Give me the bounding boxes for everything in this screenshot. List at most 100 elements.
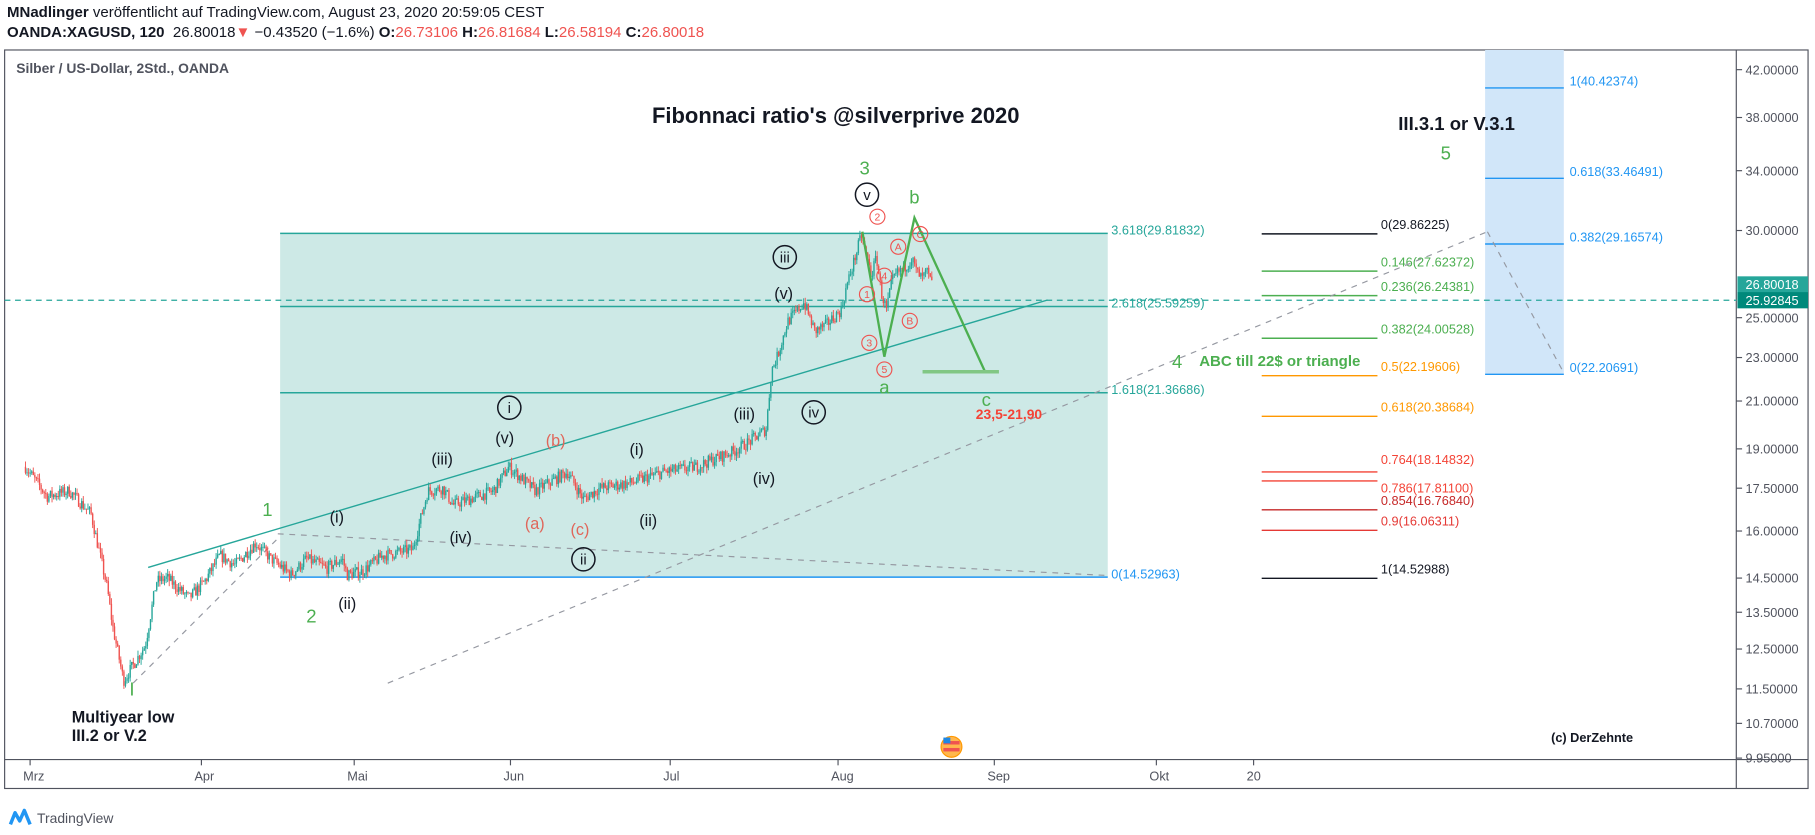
candle <box>692 461 694 473</box>
candle <box>854 254 856 265</box>
price-tick-label: 34.00000 <box>1746 163 1799 178</box>
candle <box>532 477 535 489</box>
candle <box>912 256 914 268</box>
fib-target[interactable]: 1(40.42374) 0.618(33.46491) 0.382(29.16574… <box>1485 74 1663 376</box>
candle <box>513 469 516 480</box>
fib-retracement-label: 0.382(24.00528) <box>1381 322 1474 337</box>
candle <box>316 556 319 560</box>
fib-retracement[interactable]: 0(29.86225) 0.146(27.62372) 0.236(26.24381… <box>1261 217 1475 579</box>
candle <box>810 314 813 329</box>
candle <box>38 473 41 491</box>
candle <box>851 268 853 280</box>
candle <box>116 640 119 648</box>
candle <box>199 577 202 596</box>
candle <box>602 482 605 494</box>
candle <box>204 577 206 585</box>
candle <box>684 459 686 474</box>
candle <box>66 486 69 499</box>
price-axis[interactable]: 42.00000 38.00000 34.00000 30.00000 25.00000… <box>1736 62 1799 766</box>
candle <box>849 268 852 277</box>
candle <box>899 265 902 278</box>
wave-label-text: I <box>129 679 134 700</box>
candle <box>299 561 302 573</box>
time-axis[interactable]: Mrz Apr Mai Jun Jul Aug Sep Okt 20 <box>23 759 1261 784</box>
candle <box>71 491 74 501</box>
candle <box>90 503 92 516</box>
tradingview-logo[interactable]: TradingView <box>8 808 114 826</box>
candle <box>765 426 767 441</box>
candle <box>787 313 789 330</box>
candle <box>263 542 266 549</box>
candle <box>37 474 39 483</box>
candle <box>398 546 400 552</box>
candle <box>798 304 800 314</box>
dashed-trendline[interactable] <box>387 231 1488 684</box>
wave-label-text: 2 <box>306 606 316 627</box>
abc-projection[interactable] <box>861 214 987 373</box>
candle <box>265 544 267 557</box>
fib-extension[interactable]: 3.618(29.81832) 2.618(25.59259) 1.618(21.3… <box>280 223 1205 582</box>
circle-icon <box>912 225 929 243</box>
wave-label: 2 <box>306 606 316 627</box>
candle <box>252 541 255 553</box>
candle <box>313 554 316 564</box>
candle <box>437 485 439 492</box>
candle <box>843 300 845 309</box>
high-label: H: <box>462 24 478 41</box>
candle <box>24 461 27 475</box>
candle <box>927 265 930 279</box>
candle <box>381 550 383 561</box>
wave-label: b <box>909 187 919 208</box>
candle <box>888 287 891 299</box>
candle <box>882 296 885 308</box>
last-price: 26.80018 <box>172 24 236 41</box>
wave-label-text: (v) <box>774 285 793 303</box>
candle <box>742 439 744 444</box>
candle <box>357 561 360 581</box>
candle <box>93 520 95 539</box>
candle <box>376 554 378 566</box>
candle <box>635 477 638 485</box>
candle <box>298 561 300 572</box>
candle <box>792 305 794 319</box>
candle <box>77 492 80 508</box>
candle <box>463 491 466 507</box>
circle-icon <box>901 312 918 329</box>
candle <box>27 468 30 478</box>
line-price-tag: 25.92845 <box>1737 292 1809 309</box>
candle <box>460 496 463 512</box>
candle <box>682 460 685 467</box>
dashed-trendline[interactable] <box>1486 231 1565 374</box>
candle <box>377 549 380 565</box>
candle <box>296 566 299 573</box>
candle <box>163 575 166 586</box>
wave-label-text: 3 <box>860 158 870 179</box>
circle-icon <box>854 182 880 208</box>
candle <box>179 582 181 595</box>
us-flag-event-icon[interactable] <box>940 735 963 758</box>
candle <box>823 322 825 332</box>
candle <box>829 319 831 331</box>
candle <box>63 483 66 498</box>
dashed-trendline[interactable] <box>132 538 279 684</box>
candle <box>706 460 708 474</box>
fib-target-zone[interactable] <box>1485 49 1564 375</box>
author-name[interactable]: MNadlinger <box>7 4 89 21</box>
candle <box>812 320 814 326</box>
candle <box>446 489 449 493</box>
candle <box>124 677 127 688</box>
trendline[interactable] <box>147 299 1048 569</box>
candle <box>679 460 681 470</box>
candle <box>245 551 247 558</box>
candle <box>626 479 628 491</box>
candle <box>288 569 291 582</box>
candle <box>599 482 602 493</box>
note-low-2: III.2 or V.2 <box>72 727 147 745</box>
chart-title: Fibonnaci ratio's @silverprive 2020 <box>652 103 1020 128</box>
circle-icon <box>801 399 827 425</box>
candle <box>615 478 617 491</box>
candle <box>837 309 839 315</box>
price-tag-text: 25.92845 <box>1746 293 1799 308</box>
candle <box>892 270 894 285</box>
